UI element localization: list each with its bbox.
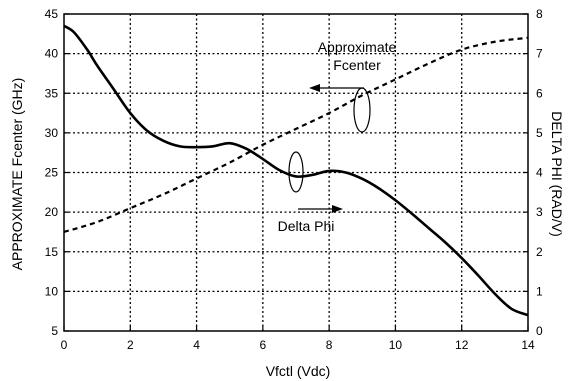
- y-tick-label-left: 10: [45, 284, 59, 298]
- annotation-delta-phi-label: Delta Phi: [278, 218, 335, 234]
- x-tick-label: 10: [389, 338, 403, 352]
- y-tick-label-right: 5: [536, 126, 543, 140]
- annotation-fcenter-arrowhead: [309, 84, 320, 92]
- x-tick-label: 14: [521, 338, 535, 352]
- y-tick-label-right: 4: [536, 166, 543, 180]
- x-tick-label: 6: [260, 338, 267, 352]
- x-tick-label: 4: [193, 338, 200, 352]
- grid-lines: [64, 14, 528, 331]
- y-tick-label-left: 35: [45, 86, 59, 100]
- y-tick-label-left: 30: [45, 126, 59, 140]
- annotation-delta-phi: Delta Phi: [278, 151, 343, 234]
- y-tick-label-right: 8: [536, 7, 543, 21]
- x-tick-label: 2: [127, 338, 134, 352]
- annotation-fcenter-line-2: Fcenter: [333, 57, 381, 73]
- x-tick-label: 0: [61, 338, 68, 352]
- x-tick-label: 8: [326, 338, 333, 352]
- annotation-delta-phi-arrowhead: [332, 205, 343, 213]
- y-tick-label-left: 20: [45, 205, 59, 219]
- annotation-approximate-fcenter: Approximate Fcenter: [309, 39, 397, 133]
- y-tick-label-right: 3: [536, 205, 543, 219]
- y-tick-label-left: 15: [45, 245, 59, 259]
- plot-frame: [63, 13, 529, 332]
- y-tick-label-right: 1: [536, 284, 543, 298]
- y-axis-title-left: APPROXIMATE Fcenter (GHz): [9, 78, 25, 271]
- annotation-fcenter-line-1: Approximate: [318, 39, 397, 55]
- tick-marks: [63, 13, 529, 332]
- y-tick-label-right: 2: [536, 245, 543, 259]
- y-tick-label-right: 0: [536, 324, 543, 338]
- y-axis-title-right: DELTA PHI (RAD/V): [549, 111, 565, 237]
- series-line-delta-phi: [63, 24, 529, 317]
- y-tick-label-left: 45: [45, 7, 59, 21]
- x-tick-label: 12: [455, 338, 469, 352]
- y-tick-label-left: 40: [45, 47, 59, 61]
- y-tick-label-left: 25: [45, 166, 59, 180]
- annotation-fcenter-ellipse: [353, 87, 371, 133]
- y-tick-label-right: 7: [536, 47, 543, 61]
- x-axis-title: Vfctl (Vdc): [266, 363, 331, 379]
- annotation-delta-phi-ellipse: [288, 151, 304, 193]
- y-tick-label-right: 6: [536, 86, 543, 100]
- series-layer: [63, 24, 529, 317]
- series-line-approximate-fcenter: [63, 36, 529, 233]
- y-tick-label-left: 5: [51, 324, 58, 338]
